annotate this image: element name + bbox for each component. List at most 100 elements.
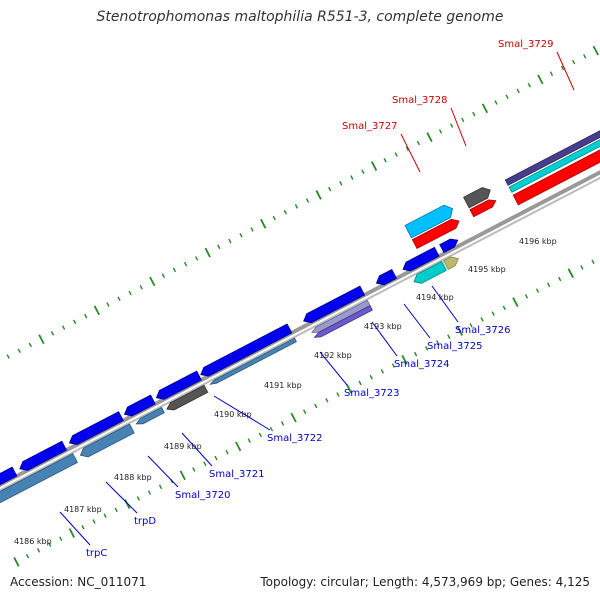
outer-tick: [305, 198, 310, 203]
outer-tick: [438, 129, 443, 134]
inner-tick: [558, 276, 562, 282]
outer-tick: [516, 88, 520, 94]
outer-tick: [461, 117, 465, 123]
inner-tick: [591, 259, 595, 265]
gene-arrow: [209, 337, 297, 385]
inner-tick: [425, 346, 429, 351]
accession-text: Accession: NC_011071: [10, 575, 147, 589]
gene-arrow: [311, 299, 371, 333]
outer-tick: [339, 181, 343, 186]
inner-tick: [469, 322, 473, 328]
inner-tick: [114, 507, 118, 513]
gene-label: Smal_3723: [344, 388, 399, 399]
inner-tick: [391, 363, 396, 368]
gene-label: trpC: [86, 548, 107, 559]
inner-tick: [480, 317, 484, 322]
inner-tick: [345, 383, 353, 394]
outer-tick: [172, 267, 177, 273]
outer-tick: [183, 261, 188, 267]
outer-tick: [405, 146, 409, 151]
gene-label-connector: [105, 481, 138, 514]
inner-tick: [225, 449, 229, 455]
outer-tick: [350, 175, 354, 180]
inner-tick: [68, 528, 75, 538]
inner-tick: [81, 524, 85, 530]
gene-arrow: [303, 285, 366, 324]
gene-label-connector: [556, 51, 575, 91]
outer-tick: [450, 123, 454, 128]
tick-label: 4188 kbp: [114, 473, 152, 482]
gene-arrow: [402, 246, 440, 272]
inner-tick: [92, 519, 96, 524]
gene-arrow: [0, 453, 78, 504]
map-title: Stenotrophomonas maltophilia R551-3, com…: [96, 9, 504, 25]
inner-tick: [179, 470, 186, 481]
gene-label-connector: [450, 107, 467, 147]
tick-label: 4193 kbp: [364, 322, 402, 331]
gene-arrow: [439, 238, 459, 254]
inner-tick: [158, 484, 163, 490]
inner-tick: [413, 351, 418, 357]
gene-arrow: [411, 218, 460, 250]
gene-label-connector: [181, 432, 213, 467]
outer-tick: [481, 103, 489, 114]
gene-arrow: [504, 130, 600, 186]
outer-tick: [416, 140, 421, 146]
outer-tick: [527, 82, 531, 88]
inner-tick: [580, 265, 584, 270]
outer-tick: [73, 319, 77, 325]
inner-tick: [247, 438, 251, 443]
outer-tick: [394, 152, 398, 157]
gene-arrow: [135, 406, 165, 425]
tick-label: 4186 kbp: [14, 537, 52, 546]
tick-marks: [6, 45, 599, 567]
gene-label: Smal_3725: [427, 341, 482, 352]
inner-tick: [314, 403, 318, 409]
inner-tick: [502, 305, 506, 311]
inner-tick: [524, 294, 529, 299]
inner-tick: [546, 282, 551, 288]
inner-tick: [192, 467, 196, 472]
gene-label-connector: [403, 303, 431, 339]
inner-tick: [203, 461, 207, 467]
outer-tick: [505, 94, 509, 100]
gene-label: Smal_3726: [455, 325, 510, 336]
inner-tick: [136, 496, 141, 501]
outer-tick: [117, 296, 121, 302]
outer-tick: [361, 169, 365, 175]
inner-tick: [336, 392, 340, 397]
inner-tick: [48, 542, 52, 547]
gene-label: Smal_3728: [392, 95, 447, 106]
gene-arrow: [512, 149, 600, 206]
inner-tick: [325, 397, 329, 403]
inner-tick: [447, 334, 451, 340]
outer-tick: [272, 215, 276, 221]
gene-label: Smal_3722: [267, 433, 322, 444]
inner-tick: [512, 297, 519, 307]
outer-tick: [17, 348, 21, 353]
gene-label-connector: [400, 133, 421, 173]
inner-tick: [491, 311, 495, 316]
gene-arrow: [79, 423, 135, 458]
gene-label-connector: [431, 285, 459, 323]
inner-tick: [380, 369, 384, 374]
inner-tick: [214, 455, 218, 461]
gene-label: Smal_3729: [498, 39, 553, 50]
outer-tick: [583, 54, 587, 59]
gene-label-connectors: [59, 51, 575, 546]
outer-tick: [283, 209, 287, 215]
outer-tick: [260, 218, 267, 229]
outer-tick: [328, 186, 332, 192]
genome-summary-text: Topology: circular; Length: 4,573,969 bp…: [260, 575, 590, 589]
outer-tick: [228, 238, 232, 244]
gene-arrow: [375, 268, 397, 286]
outer-tick: [571, 59, 576, 65]
inner-tick: [147, 490, 152, 495]
gene-label-connector: [319, 351, 348, 386]
outer-tick: [537, 74, 544, 85]
tick-label: 4187 kbp: [64, 505, 102, 514]
gene-arrow: [123, 394, 156, 417]
outer-tick: [93, 305, 100, 316]
gene-arrow: [68, 411, 124, 446]
backbone-line: [0, 176, 600, 492]
